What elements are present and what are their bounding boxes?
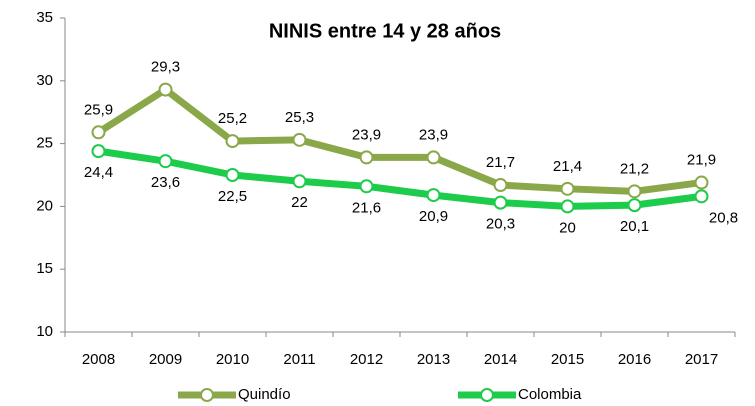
point xyxy=(158,154,173,169)
data-label: 23,9 xyxy=(419,126,448,143)
data-label: 25,2 xyxy=(218,110,247,127)
data-label: 22 xyxy=(291,194,308,211)
data-label: 21,4 xyxy=(553,158,582,175)
point xyxy=(158,82,173,97)
y-tick-label: 15 xyxy=(36,260,53,277)
point xyxy=(359,150,374,165)
x-tick-label: 2015 xyxy=(551,351,584,368)
legend-label: Quindío xyxy=(238,386,291,403)
data-label: 21,2 xyxy=(620,160,649,177)
x-tick-label: 2011 xyxy=(283,351,315,368)
point xyxy=(694,175,709,190)
data-label: 22,5 xyxy=(218,188,247,205)
series-line xyxy=(96,86,702,195)
point xyxy=(225,134,240,149)
legend-marker xyxy=(480,388,494,402)
chart-title: NINIS entre 14 y 28 años xyxy=(269,20,501,42)
series-line xyxy=(97,147,702,210)
x-tick-label: 2013 xyxy=(417,351,450,368)
point xyxy=(225,168,240,182)
data-label: 21,9 xyxy=(687,152,716,169)
y-tick-label: 20 xyxy=(36,197,53,214)
x-tick-label: 2016 xyxy=(618,351,651,368)
point xyxy=(359,179,374,194)
point xyxy=(627,184,642,199)
y-tick-label: 35 xyxy=(36,9,53,26)
data-label: 20,3 xyxy=(486,216,515,233)
point xyxy=(627,198,642,213)
x-tick-label: 2014 xyxy=(484,351,517,368)
data-label: 25,9 xyxy=(84,101,113,118)
point xyxy=(292,174,307,189)
data-label: 20,1 xyxy=(620,218,649,235)
data-label: 20,9 xyxy=(419,208,448,225)
point xyxy=(426,150,441,165)
point xyxy=(694,189,709,204)
point xyxy=(91,144,106,159)
data-label: 21,7 xyxy=(486,154,515,171)
x-tick-label: 2012 xyxy=(350,351,383,368)
y-tick-label: 25 xyxy=(36,135,53,152)
data-label: 23,6 xyxy=(151,174,180,191)
x-tick-label: 2010 xyxy=(216,351,249,368)
data-label: 21,6 xyxy=(352,199,381,216)
data-label: 20 xyxy=(559,219,576,236)
point xyxy=(426,188,441,203)
point xyxy=(560,199,575,214)
point xyxy=(493,178,508,193)
y-tick-label: 30 xyxy=(36,72,53,89)
point xyxy=(292,132,307,147)
x-tick-label: 2009 xyxy=(149,351,182,368)
data-label: 24,4 xyxy=(84,164,113,181)
data-label: 25,3 xyxy=(285,109,314,126)
legend-label: Colombia xyxy=(518,386,582,403)
legend-marker xyxy=(200,388,214,402)
point xyxy=(560,181,575,196)
y-tick-label: 10 xyxy=(36,323,53,340)
x-tick-label: 2008 xyxy=(82,351,115,368)
data-label: 20,8 xyxy=(709,209,738,226)
point xyxy=(91,125,106,140)
data-label: 23,9 xyxy=(352,126,381,143)
x-tick-label: 2017 xyxy=(685,351,718,368)
data-label: 29,3 xyxy=(151,59,180,76)
point xyxy=(493,195,508,210)
